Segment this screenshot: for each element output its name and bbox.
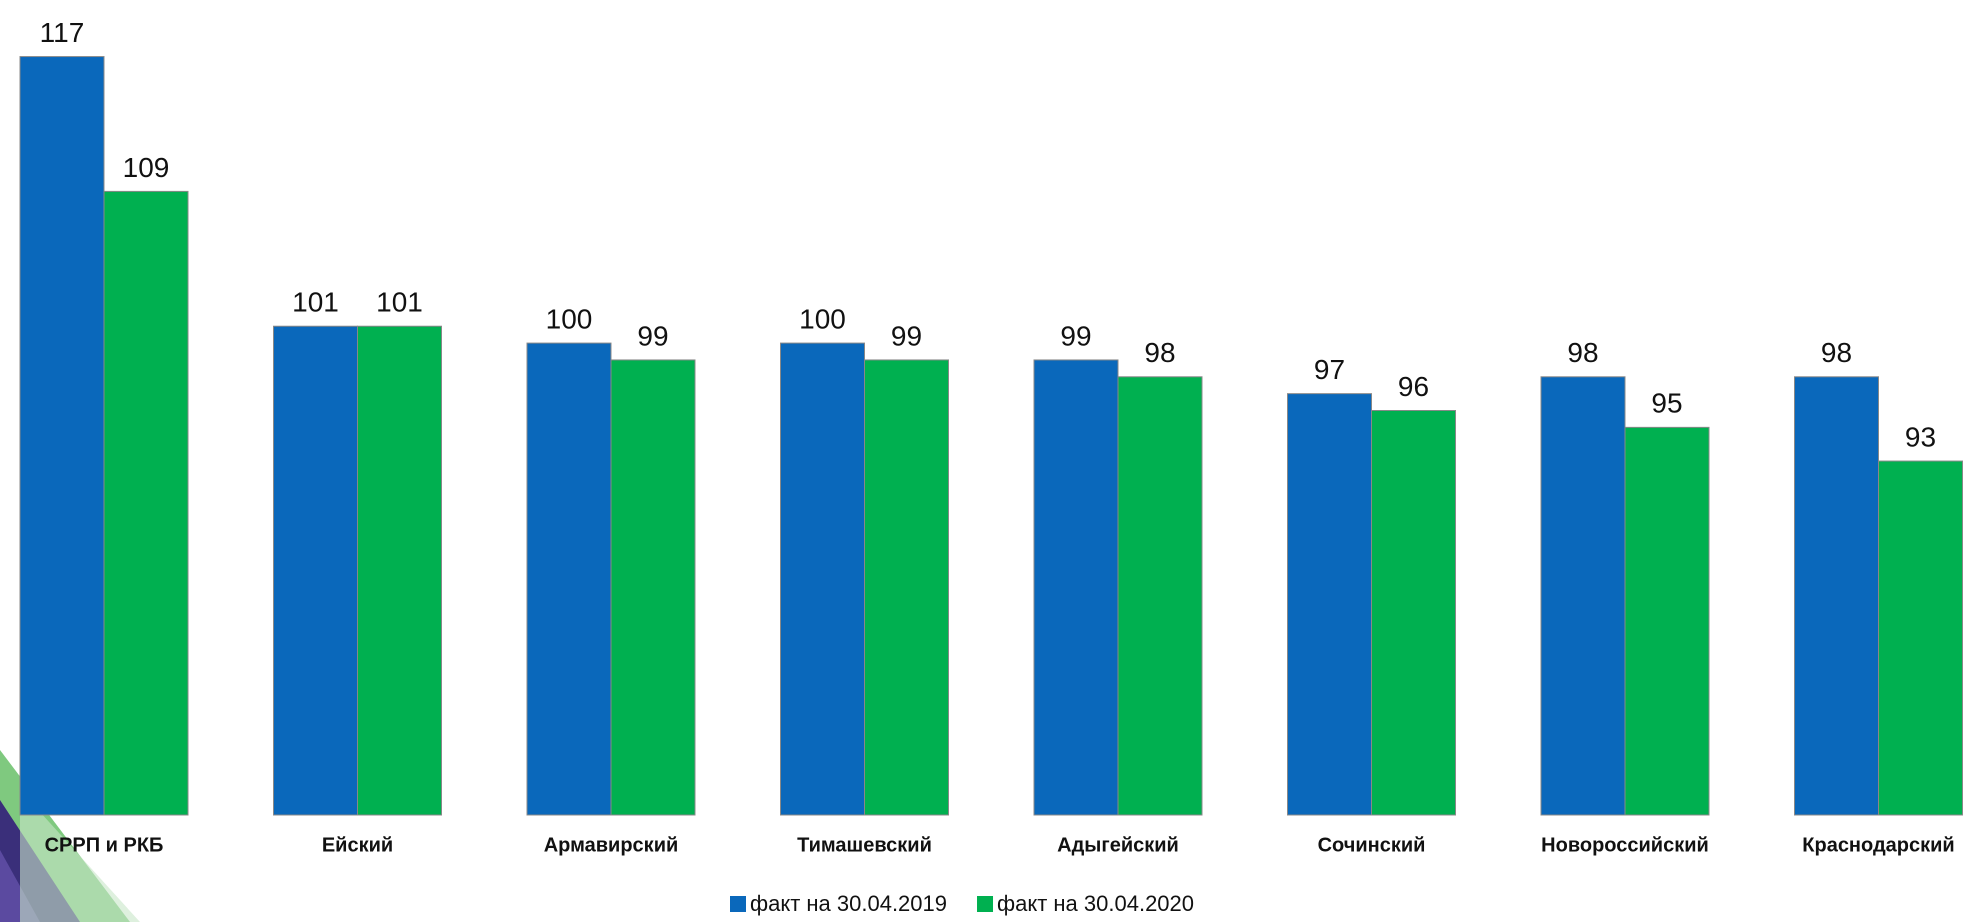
data-label: 99 <box>1060 320 1091 351</box>
x-tick-label: Новороссийский <box>1541 834 1709 856</box>
bar <box>1540 376 1626 816</box>
bar <box>1794 376 1879 816</box>
data-label: 97 <box>1314 354 1345 385</box>
bar <box>19 56 105 816</box>
bar <box>864 359 949 816</box>
data-label: 101 <box>292 287 339 318</box>
bar <box>1117 376 1203 816</box>
data-label: 99 <box>637 320 668 351</box>
legend-label: факт на 30.04.2020 <box>997 891 1194 916</box>
data-label: 98 <box>1144 337 1175 368</box>
bar <box>1624 426 1710 816</box>
bar <box>1371 410 1456 816</box>
bar <box>526 342 612 816</box>
data-label: 96 <box>1398 371 1429 402</box>
bar <box>610 359 696 816</box>
x-tick-label: Армавирский <box>544 834 679 856</box>
bar <box>780 342 865 816</box>
bar <box>1287 393 1372 816</box>
data-label: 100 <box>799 303 846 334</box>
data-label: 93 <box>1905 421 1936 452</box>
x-tick-label: Краснодарский <box>1802 834 1954 856</box>
x-tick-label: СРРП и РКБ <box>45 834 164 856</box>
data-label: 101 <box>376 287 423 318</box>
x-tick-label: Адыгейский <box>1057 834 1179 856</box>
bar <box>1878 460 1963 816</box>
data-label: 99 <box>891 320 922 351</box>
legend-swatch <box>730 896 746 912</box>
bar <box>103 190 189 816</box>
data-label: 100 <box>546 303 593 334</box>
data-label: 117 <box>40 17 85 48</box>
legend-swatch <box>977 896 994 912</box>
data-label: 98 <box>1567 337 1598 368</box>
bar <box>1033 359 1119 816</box>
data-label: 98 <box>1821 337 1852 368</box>
data-label: 109 <box>123 152 170 183</box>
legend-label: факт на 30.04.2019 <box>750 891 947 916</box>
data-label: 95 <box>1651 388 1682 419</box>
bar <box>357 325 442 816</box>
x-tick-label: Тимашевский <box>797 834 932 856</box>
x-tick-label: Ейский <box>322 834 393 856</box>
bar <box>273 325 358 816</box>
x-tick-label: Сочинский <box>1318 834 1426 856</box>
